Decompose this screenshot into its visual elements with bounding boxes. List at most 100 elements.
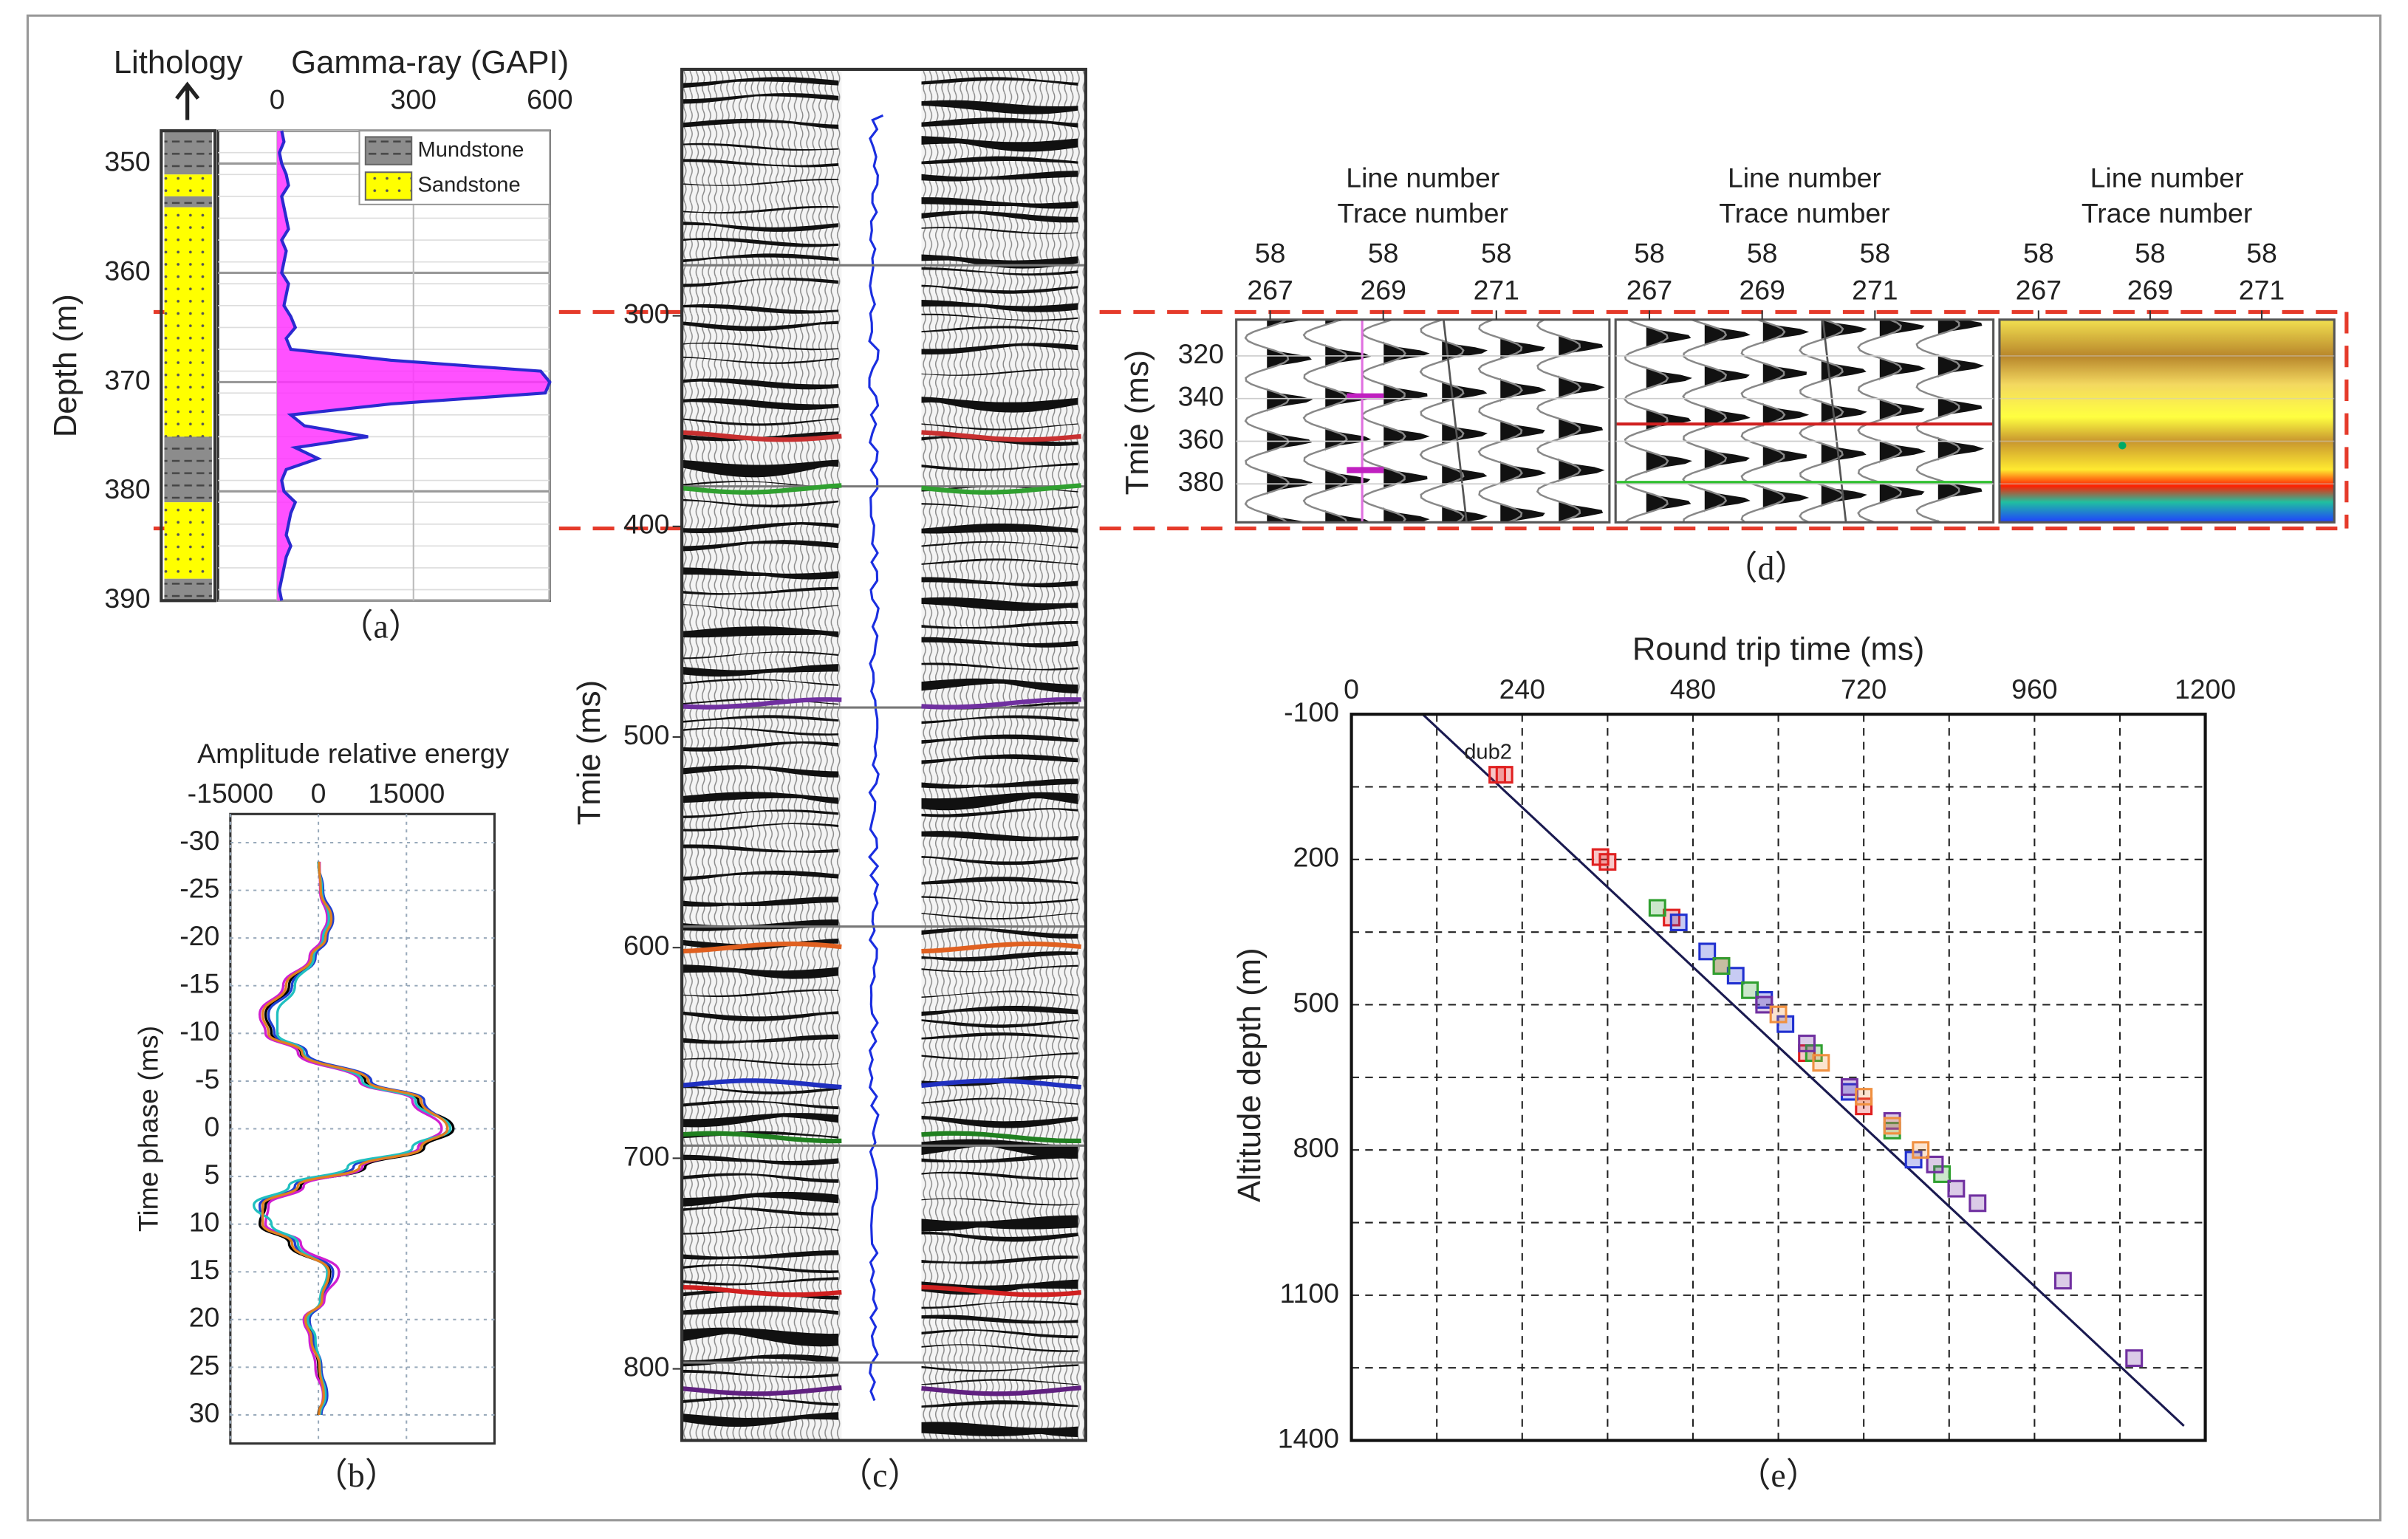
attribute-point bbox=[2118, 442, 2127, 450]
wiggle-trace bbox=[1624, 318, 1669, 524]
y-tick-label: -10 bbox=[179, 1015, 219, 1046]
seismic-event bbox=[921, 1422, 1078, 1437]
y-tick-label: 400 bbox=[623, 509, 669, 540]
seismic-event bbox=[682, 179, 839, 186]
seismic-event bbox=[921, 1052, 1078, 1060]
x-tick-label: 271 bbox=[2239, 274, 2285, 305]
y-tick-label: 360 bbox=[1178, 423, 1224, 454]
seismic-event bbox=[921, 267, 1078, 276]
x-tick-label: 480 bbox=[1670, 673, 1716, 705]
seismic-event bbox=[682, 727, 839, 736]
seismic-event bbox=[921, 1115, 1078, 1128]
chart-title: Gamma-ray (GAPI) bbox=[291, 44, 569, 80]
x-tick-label: 720 bbox=[1841, 673, 1887, 705]
seismic-event bbox=[921, 171, 1078, 182]
lithology-layer bbox=[164, 196, 212, 208]
y-tick-label: -20 bbox=[179, 920, 219, 951]
y-tick-label: -25 bbox=[179, 873, 219, 904]
seismic-event bbox=[921, 1364, 1078, 1372]
y-tick-label: 500 bbox=[623, 719, 669, 750]
seismic-event bbox=[921, 1300, 1078, 1309]
y-tick-label: 340 bbox=[1178, 381, 1224, 412]
seismic-event bbox=[921, 678, 1078, 694]
scatter-point bbox=[1840, 1078, 1858, 1096]
seismic-event bbox=[682, 253, 839, 263]
seismic-event bbox=[921, 792, 1078, 811]
seismic-event bbox=[682, 678, 839, 686]
seismic-event bbox=[682, 1277, 839, 1286]
seismic-event bbox=[921, 313, 1078, 321]
lithology-layer bbox=[164, 502, 212, 579]
seismic-event bbox=[682, 1086, 839, 1094]
seismic-event bbox=[921, 1032, 1078, 1040]
scatter-point bbox=[1712, 957, 1731, 976]
seismic-event bbox=[682, 238, 839, 247]
scatter-point bbox=[1883, 1117, 1901, 1135]
x-tick-label: 0 bbox=[311, 778, 326, 809]
seismic-event bbox=[682, 118, 839, 129]
well-trace bbox=[868, 114, 884, 1402]
legend-swatch bbox=[364, 136, 413, 165]
seismic-event bbox=[921, 637, 1078, 648]
wiggle-trace bbox=[1419, 318, 1465, 524]
seismic-event bbox=[682, 1396, 839, 1406]
y-tick-label: 800 bbox=[1293, 1132, 1339, 1163]
lithology-frame bbox=[160, 129, 217, 603]
x-axis-label: Trace number bbox=[2082, 197, 2252, 228]
x-tick-label: -15000 bbox=[188, 778, 273, 809]
caption: （e） bbox=[1737, 1456, 1820, 1494]
seismic-event bbox=[921, 597, 1078, 611]
seismic-event bbox=[682, 498, 839, 508]
seismic-event bbox=[921, 117, 1078, 128]
x-tick-label: 0 bbox=[270, 83, 285, 114]
seismic-event bbox=[682, 221, 839, 232]
seismic-event bbox=[921, 1139, 1078, 1159]
well-strip bbox=[841, 69, 922, 1441]
legend-swatch bbox=[364, 171, 413, 201]
seismic-event bbox=[921, 300, 1078, 312]
horizon bbox=[681, 430, 1081, 442]
horizon bbox=[681, 697, 1081, 710]
seismic-event bbox=[921, 1154, 1078, 1163]
y-axis-label: Tmie (ms) bbox=[571, 680, 607, 825]
seismic-event bbox=[682, 398, 839, 411]
seismic-event bbox=[682, 651, 839, 659]
seismic-event bbox=[921, 912, 1078, 920]
seismic-event bbox=[921, 896, 1078, 904]
seismic-event bbox=[921, 856, 1078, 866]
wavelet-line bbox=[252, 861, 452, 1416]
seismic-event bbox=[921, 1215, 1078, 1232]
seismic-event bbox=[921, 156, 1078, 165]
seismic-event bbox=[682, 1191, 839, 1207]
wiggle-lobe bbox=[1442, 319, 1488, 523]
x-tick-line-label: 58 bbox=[1860, 237, 1891, 268]
panel-frame bbox=[1614, 318, 1995, 524]
scatter-point bbox=[1769, 1005, 1788, 1024]
lithology-layer bbox=[164, 207, 212, 437]
seismic-event bbox=[921, 77, 1078, 86]
seismic-event bbox=[921, 754, 1078, 764]
x-axis-label-top: Line number bbox=[2090, 162, 2244, 193]
caption: （b） bbox=[314, 1456, 398, 1494]
x-tick-label: 267 bbox=[2016, 274, 2062, 305]
horizon bbox=[681, 941, 1081, 954]
seismic-event bbox=[682, 1250, 839, 1260]
seismic-event bbox=[921, 503, 1078, 511]
seismic-event bbox=[682, 792, 839, 804]
seismic-event bbox=[921, 100, 1078, 114]
y-tick-label: 10 bbox=[189, 1207, 220, 1238]
seismic-event bbox=[682, 871, 839, 881]
wiggle-lobe bbox=[1704, 319, 1751, 523]
seismic-event bbox=[682, 626, 839, 638]
wiggle-lobe bbox=[1879, 319, 1926, 523]
figure-border bbox=[26, 14, 2382, 1522]
seismic-event bbox=[921, 558, 1078, 566]
seismic-event bbox=[921, 343, 1078, 355]
scatter-point bbox=[1648, 899, 1666, 917]
scatter-point bbox=[1947, 1179, 1966, 1198]
y-tick-label: 500 bbox=[1293, 987, 1339, 1018]
seismic-event bbox=[921, 951, 1078, 962]
seismic-event bbox=[682, 1173, 839, 1183]
seismic-event bbox=[682, 603, 839, 611]
seismic-event bbox=[682, 342, 839, 351]
